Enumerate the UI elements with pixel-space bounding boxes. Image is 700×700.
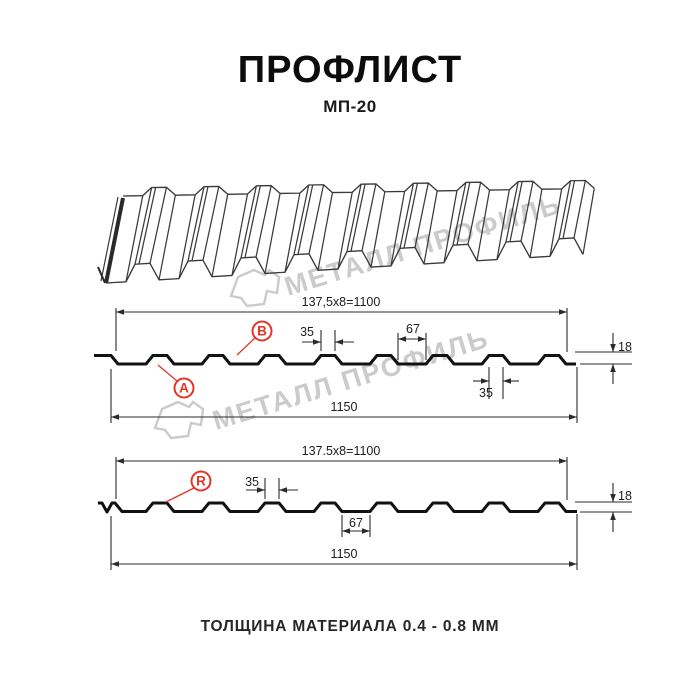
brand-logo-icon (229, 268, 281, 308)
profile-3d-view (97, 179, 595, 284)
watermark-2: МЕТАЛЛ ПРОФИЛЬ (153, 323, 493, 440)
dim-valley-width-2: 67 (349, 516, 363, 530)
side-label-b: B (257, 324, 267, 339)
watermark-text: МЕТАЛЛ ПРОФИЛЬ (209, 323, 493, 436)
dim-valley-width-1: 67 (406, 322, 420, 336)
dim-rib-top-width-2: 35 (245, 475, 259, 489)
dimension-labels-section-1: 137,5x8=1100 35 67 18 35 1150 A B (179, 295, 632, 414)
profile-model-name: МП-20 (323, 96, 377, 116)
side-label-a: A (179, 381, 189, 396)
dimension-labels-section-2: 137.5x8=1100 35 67 18 1150 R (196, 444, 632, 561)
cross-section-2 (98, 457, 632, 570)
dim-profile-height-1: 18 (618, 340, 632, 354)
brand-logo-icon (153, 400, 205, 440)
dim-pitch-total-2: 137.5x8=1100 (302, 444, 381, 458)
cross-section-1 (94, 308, 632, 423)
page-title: ПРОФЛИСТ (237, 49, 463, 91)
dim-pitch-total-1: 137,5x8=1100 (302, 295, 381, 309)
dim-total-width-2: 1150 (331, 547, 358, 561)
watermark-1: МЕТАЛЛ ПРОФИЛЬ (229, 189, 565, 308)
dim-rib-bottom-width-1: 35 (479, 386, 493, 400)
dim-profile-height-2: 18 (618, 489, 632, 503)
dim-rib-top-width-1: 35 (300, 325, 314, 339)
watermark-text: МЕТАЛЛ ПРОФИЛЬ (281, 189, 565, 302)
material-thickness-note: ТОЛЩИНА МАТЕРИАЛА 0.4 - 0.8 ММ (200, 618, 500, 635)
side-label-r: R (196, 474, 206, 489)
dim-total-width-1: 1150 (331, 400, 358, 414)
